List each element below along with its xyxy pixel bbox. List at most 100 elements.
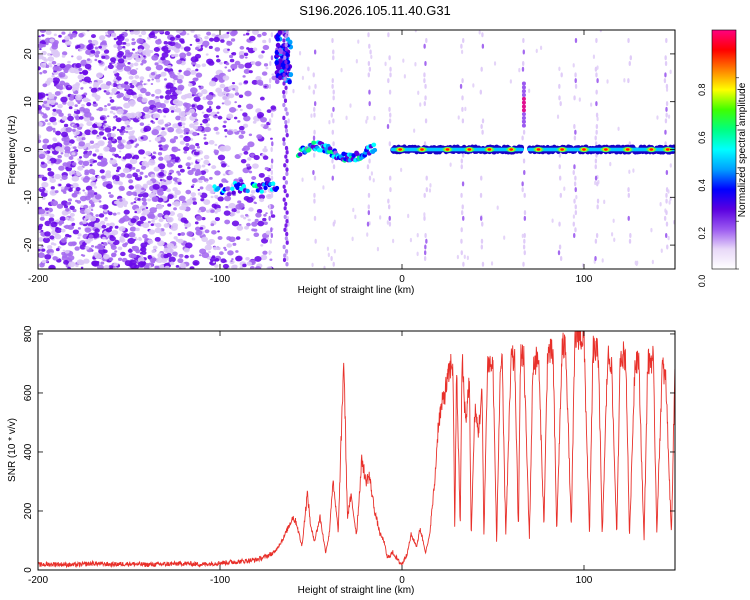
spectrogram-streak [314,238,317,244]
spectrogram-noise-blob [220,39,225,43]
spectrogram-burst-column [284,46,288,52]
spectrogram-noise-blob [151,78,155,81]
spectrogram-streak [332,164,336,170]
spectrogram-noise-blob [213,36,220,43]
spectrogram-noise-blob [176,170,181,174]
spectrogram-noise-blob [192,201,198,205]
spectrogram-noise-blob [228,202,236,209]
spectrogram-noise-blob [214,258,220,262]
spectrogram-streak [461,95,464,101]
spectrogram-noise-blob [72,146,77,150]
spectrogram-noise-blob [254,256,262,262]
spectrogram-noise-blob [68,106,73,110]
spectrogram-noise-blob [177,213,184,218]
spectrogram-noise-blob [230,260,233,263]
spectrogram-speck [613,237,616,242]
spectrogram-speck [386,220,389,225]
spectrogram-noise-blob [164,123,169,127]
spectrogram-noise-blob [250,61,256,65]
spectrogram-noise-blob [155,95,160,100]
spectrogram-noise-blob [68,31,72,34]
spectrogram-noise-blob [100,126,104,129]
spectrogram-noise-blob [38,186,46,193]
spectrogram-noise-blob [164,265,171,269]
spectrogram-speck [509,79,512,84]
spectrogram-noise-blob [52,53,57,57]
spectrogram-speck [403,74,406,79]
spectrogram-noise-blob [150,31,155,36]
spectrogram-noise-blob [50,186,55,190]
spectrogram-noise-blob [116,128,120,131]
spectrogram-noise-blob [111,253,117,258]
spectrogram-noise-blob [62,191,67,194]
spectrogram-noise-blob [203,137,207,140]
spectrogram-noise-blob [175,30,182,34]
spectrogram-noise-blob [79,48,83,52]
spectrogram-noise-blob [232,242,237,246]
spectrogram-noise-blob [264,166,269,171]
spectrogram-noise-blob [38,264,41,267]
spectrogram-streak [665,101,669,107]
spectrogram-noise-blob [84,238,91,244]
spectrogram-noise-blob [128,126,133,130]
spectrogram-noise-blob [179,38,185,43]
spectrogram-noise-blob [143,55,146,58]
spectrogram-noise-blob [208,140,215,145]
spectrogram-noise-blob [38,252,45,259]
spectrogram-noise-blob [124,49,130,54]
spectrogram-noise-blob [105,173,110,177]
spectrogram-noise-blob [88,168,96,175]
spectrogram-noise-blob [174,245,177,248]
spectrogram-noise-blob [102,241,108,246]
spectrogram-noise-blob [99,169,105,174]
spectrogram-smear [521,104,526,109]
spectrogram-noise-blob [139,215,147,222]
spectrogram-noise-blob [217,236,223,240]
spectrogram-track-blob [263,185,268,191]
spectrogram-streak [332,261,335,267]
spectrogram-noise-blob [238,134,245,139]
spectrogram-streak [366,221,370,227]
spectrogram-track-blob [225,186,230,192]
spectrogram-noise-blob [142,222,150,229]
spectrogram-streak [522,129,526,135]
spectrogram-noise-blob [120,132,124,136]
spectrogram-noise-blob [145,91,151,97]
spectrogram-noise-blob [103,265,110,269]
spectrogram-streak [461,118,465,124]
spectrogram-noise-blob [94,222,101,228]
spectrogram-burst-blob [275,36,281,42]
spectrogram-streak [596,78,599,84]
spectrogram-noise-blob [38,223,44,228]
spectrogram-noise-blob [237,120,241,123]
spectrogram-noise-blob [84,191,87,194]
spectrogram-streak [332,95,335,101]
spectrogram-streak [665,38,668,44]
spectrogram-noise-blob [248,133,253,137]
spectrogram-noise-blob [147,123,151,126]
spectrogram-ytick-label: -10 [23,190,34,205]
spectrogram-speck [366,232,369,237]
spectrogram-noise-blob [166,243,175,249]
spectrogram-streak [424,244,427,250]
spectrogram-noise-blob [200,198,205,202]
spectrogram-noise-blob [154,101,163,108]
spectrogram-noise-blob [142,209,150,215]
spectrogram-noise-blob [141,197,147,202]
spectrogram-noise-blob [271,73,275,76]
spectrogram-noise-blob [212,246,218,251]
spectrogram-noise-blob [241,147,246,152]
spectrogram-noise-blob [205,53,209,56]
spectrogram-noise-blob [155,78,161,83]
spectrogram-noise-blob [70,33,77,38]
spectrogram-noise-blob [205,180,209,183]
spectrogram-noise-blob [220,258,227,264]
spectrogram-speck [423,212,426,217]
spectrogram-noise-blob [54,173,62,180]
spectrogram-streak [665,169,669,175]
spectrogram-noise-blob [57,103,63,109]
spectrogram-noise-blob [235,250,239,253]
spectrogram-noise-blob [178,195,186,202]
spectrogram-noise-blob [235,203,243,210]
